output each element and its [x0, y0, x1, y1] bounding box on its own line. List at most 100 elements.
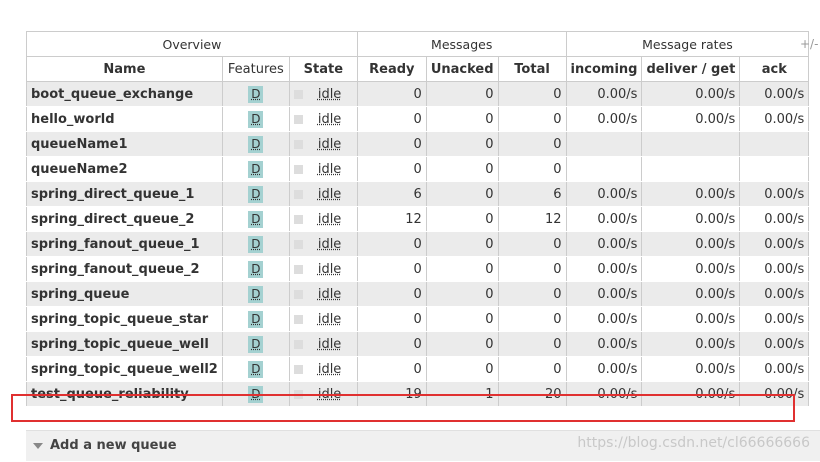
- durable-badge[interactable]: D: [248, 110, 264, 128]
- add-queue-section[interactable]: Add a new queue: [26, 430, 820, 461]
- deliver-get-cell: 0.00/s: [641, 81, 741, 107]
- col-header-name[interactable]: Name: [26, 56, 223, 82]
- state-label[interactable]: idle: [317, 386, 342, 402]
- queue-name-link[interactable]: spring_topic_queue_well: [26, 331, 223, 357]
- durable-badge[interactable]: D: [248, 85, 264, 103]
- features-cell: D: [221, 81, 290, 107]
- ack-cell: [739, 131, 810, 157]
- features-cell: D: [221, 356, 290, 382]
- toggle-columns-button[interactable]: +/-: [800, 37, 819, 51]
- ack-cell: 0.00/s: [739, 231, 810, 257]
- incoming-cell: [565, 131, 643, 157]
- ready-cell: 6: [356, 181, 427, 207]
- queue-name-link[interactable]: spring_fanout_queue_1: [26, 231, 223, 257]
- add-queue-label[interactable]: Add a new queue: [50, 438, 177, 453]
- queue-name-link[interactable]: spring_direct_queue_1: [26, 181, 223, 207]
- state-label[interactable]: idle: [317, 311, 342, 327]
- durable-badge[interactable]: D: [248, 210, 264, 228]
- queue-name-link[interactable]: queueName1: [26, 131, 223, 157]
- features-cell: D: [221, 131, 290, 157]
- features-cell: D: [221, 181, 290, 207]
- deliver-get-cell: 0.00/s: [641, 306, 741, 332]
- col-header-deliver-get[interactable]: deliver / get: [641, 56, 741, 82]
- durable-badge[interactable]: D: [248, 335, 264, 353]
- watermark: https://blog.csdn.net/cl66666666: [577, 435, 810, 451]
- incoming-cell: [565, 156, 643, 182]
- state-label[interactable]: idle: [317, 136, 342, 152]
- state-square-icon: [293, 214, 303, 224]
- durable-badge[interactable]: D: [248, 310, 264, 328]
- rates-group-header: Message rates: [565, 31, 810, 57]
- col-header-total[interactable]: Total: [497, 56, 567, 82]
- state-square-icon: [293, 164, 303, 174]
- col-header-state[interactable]: State: [288, 56, 358, 82]
- ready-cell: 0: [356, 106, 427, 132]
- deliver-get-cell: 0.00/s: [641, 281, 741, 307]
- unacked-cell: 0: [425, 106, 499, 132]
- state-label[interactable]: idle: [317, 361, 342, 377]
- ack-cell: 0.00/s: [739, 181, 810, 207]
- durable-badge[interactable]: D: [248, 285, 264, 303]
- durable-badge[interactable]: D: [248, 235, 264, 253]
- state-label[interactable]: idle: [317, 286, 342, 302]
- queue-name-link[interactable]: spring_direct_queue_2: [26, 206, 223, 232]
- durable-badge[interactable]: D: [248, 260, 264, 278]
- state-cell: idle: [288, 181, 358, 207]
- state-cell: idle: [288, 356, 358, 382]
- queue-name-link[interactable]: test_queue_reliability: [26, 381, 223, 407]
- queue-name-link[interactable]: spring_topic_queue_star: [26, 306, 223, 332]
- state-label[interactable]: idle: [317, 236, 342, 252]
- state-square-icon: [293, 339, 303, 349]
- triangle-down-icon[interactable]: [33, 443, 43, 449]
- deliver-get-cell: 0.00/s: [641, 206, 741, 232]
- messages-group-header: Messages: [356, 31, 567, 57]
- ack-cell: 0.00/s: [739, 206, 810, 232]
- col-header-ready[interactable]: Ready: [356, 56, 427, 82]
- ack-cell: 0.00/s: [739, 281, 810, 307]
- queue-name-link[interactable]: spring_fanout_queue_2: [26, 256, 223, 282]
- durable-badge[interactable]: D: [248, 185, 264, 203]
- state-label[interactable]: idle: [317, 111, 342, 127]
- deliver-get-cell: 0.00/s: [641, 106, 741, 132]
- incoming-cell: 0.00/s: [565, 256, 643, 282]
- features-cell: D: [221, 231, 290, 257]
- state-label[interactable]: idle: [317, 336, 342, 352]
- durable-badge[interactable]: D: [248, 360, 264, 378]
- incoming-cell: 0.00/s: [565, 181, 643, 207]
- state-cell: idle: [288, 306, 358, 332]
- features-cell: D: [221, 256, 290, 282]
- deliver-get-cell: 0.00/s: [641, 331, 741, 357]
- features-cell: D: [221, 331, 290, 357]
- col-header-unacked[interactable]: Unacked: [425, 56, 499, 82]
- deliver-get-cell: 0.00/s: [641, 256, 741, 282]
- durable-badge[interactable]: D: [248, 160, 264, 178]
- queue-name-link[interactable]: boot_queue_exchange: [26, 81, 223, 107]
- incoming-cell: 0.00/s: [565, 281, 643, 307]
- state-square-icon: [293, 264, 303, 274]
- col-header-incoming[interactable]: incoming: [565, 56, 643, 82]
- queue-name-link[interactable]: queueName2: [26, 156, 223, 182]
- queue-name-link[interactable]: spring_queue: [26, 281, 223, 307]
- state-label[interactable]: idle: [317, 161, 342, 177]
- queue-name-link[interactable]: spring_topic_queue_well2: [26, 356, 223, 382]
- deliver-get-cell: [641, 156, 741, 182]
- ready-cell: 0: [356, 131, 427, 157]
- state-cell: idle: [288, 156, 358, 182]
- state-label[interactable]: idle: [317, 211, 342, 227]
- state-label[interactable]: idle: [317, 186, 342, 202]
- state-label[interactable]: idle: [317, 86, 342, 102]
- queue-name-link[interactable]: hello_world: [26, 106, 223, 132]
- durable-badge[interactable]: D: [248, 385, 264, 403]
- total-cell: 0: [497, 106, 567, 132]
- durable-badge[interactable]: D: [248, 135, 264, 153]
- state-label[interactable]: idle: [317, 261, 342, 277]
- col-header-ack[interactable]: ack: [739, 56, 810, 82]
- deliver-get-cell: [641, 131, 741, 157]
- features-cell: D: [221, 106, 290, 132]
- col-header-features: Features: [221, 56, 290, 82]
